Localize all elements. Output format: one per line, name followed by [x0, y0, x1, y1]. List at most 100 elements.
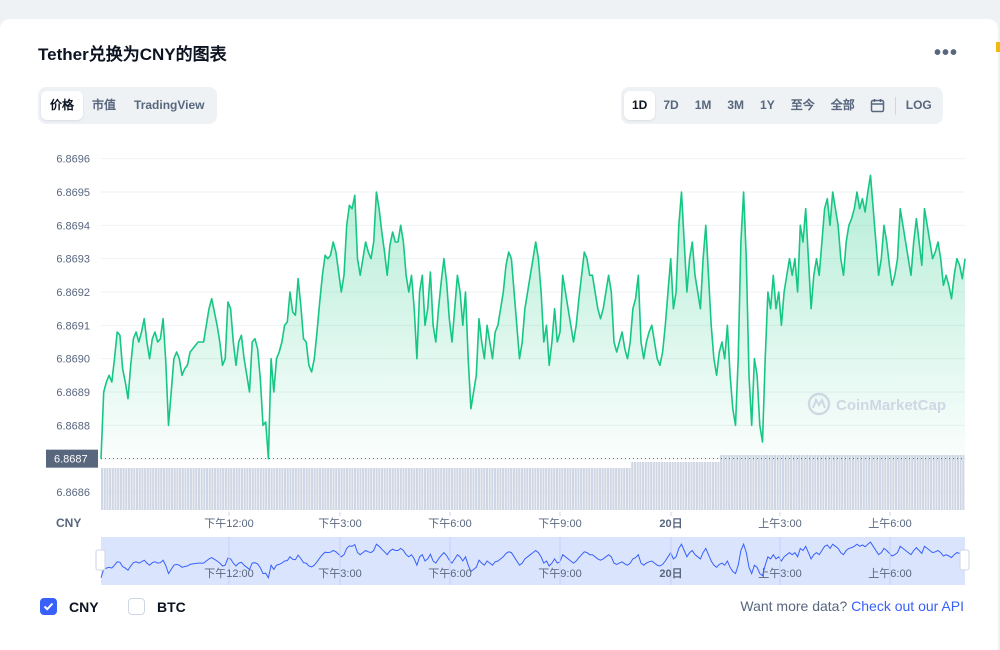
- volume-bar: [873, 455, 876, 510]
- more-icon[interactable]: •••: [934, 42, 959, 64]
- volume-bar: [173, 468, 176, 510]
- volume-bar: [133, 468, 136, 510]
- volume-bar: [876, 455, 879, 510]
- volume-bar: [520, 468, 523, 510]
- volume-bar: [130, 468, 133, 510]
- volume-bar: [149, 468, 152, 510]
- volume-bar: [275, 468, 279, 510]
- volume-bar: [547, 468, 550, 510]
- volume-bar: [246, 468, 249, 510]
- api-link[interactable]: Check out our API: [851, 598, 964, 614]
- volume-bar: [962, 455, 965, 510]
- navigator-handle-right[interactable]: [959, 549, 970, 571]
- tab-tradingview[interactable]: TradingView: [134, 98, 205, 112]
- volume-bar: [590, 468, 593, 510]
- tab-3m[interactable]: 3M: [727, 98, 745, 112]
- volume-bar: [593, 468, 596, 510]
- volume-bar: [195, 468, 198, 510]
- volume-bar: [870, 455, 873, 510]
- volume-bar: [450, 468, 453, 510]
- volume-bar: [720, 455, 723, 510]
- current-price-badge: 6.8687: [46, 449, 98, 468]
- volume-bar: [916, 455, 919, 510]
- volume-bar: [948, 455, 951, 510]
- volume-bar: [545, 468, 548, 510]
- volume-bar: [329, 468, 332, 510]
- volume-bar: [652, 462, 655, 510]
- volume-bar: [267, 468, 270, 510]
- checkbox-cny[interactable]: [40, 598, 57, 615]
- volume-bar: [746, 455, 750, 510]
- volume-bar: [903, 455, 906, 510]
- volume-bar: [555, 468, 558, 510]
- volume-bar: [765, 455, 768, 510]
- legend-btc[interactable]: BTC: [128, 598, 186, 615]
- log-toggle[interactable]: LOG: [905, 98, 932, 112]
- navigator-line: [100, 541, 966, 580]
- volume-bar: [348, 468, 351, 510]
- volume-bar: [865, 455, 868, 510]
- tab-1m[interactable]: 1M: [694, 98, 712, 112]
- volume-bar: [825, 455, 828, 510]
- volume-bar: [354, 468, 357, 510]
- volume-bar: [421, 468, 424, 510]
- volume-bar: [787, 455, 790, 510]
- volume-bar: [558, 468, 561, 510]
- volume-bar: [851, 455, 855, 510]
- tab-all[interactable]: 全部: [830, 98, 855, 112]
- tab-market-cap[interactable]: 市值: [92, 98, 117, 112]
- volume-bar: [582, 468, 585, 510]
- chart-type-tabs: 价格 市值 TradingView: [38, 87, 217, 124]
- tab-ytd[interactable]: 至今: [790, 98, 815, 112]
- volume-bar: [588, 468, 591, 510]
- volume-bar: [728, 455, 731, 510]
- navigator-handle-left[interactable]: [95, 549, 106, 571]
- tab-1d[interactable]: 1D: [624, 91, 656, 120]
- tab-1y[interactable]: 1Y: [760, 98, 775, 112]
- volume-bar: [138, 468, 141, 510]
- volume-bar: [219, 468, 222, 510]
- volume-bar: [693, 462, 696, 510]
- legend-label-btc: BTC: [157, 598, 186, 615]
- volume-bar: [639, 462, 642, 510]
- volume-bar: [679, 462, 682, 510]
- volume-bar: [345, 468, 349, 510]
- volume-bar: [666, 462, 669, 510]
- check-icon: [43, 602, 54, 611]
- range-navigator[interactable]: 下午12:00 下午3:00 下午6:00 下午9:00 20日 上午3:00 上午6:00: [95, 537, 970, 585]
- volume-bar: [959, 455, 962, 510]
- volume-bar: [526, 468, 529, 510]
- volume-bar: [849, 455, 852, 510]
- volume-bar: [803, 455, 806, 510]
- volume-bar: [141, 468, 144, 510]
- volume-bar: [905, 455, 908, 510]
- volume-bar: [203, 468, 206, 510]
- watermark: CoinMarketCap: [807, 392, 946, 416]
- volume-bar: [811, 455, 814, 510]
- y-tick-label: 6.8695: [56, 187, 90, 199]
- volume-bar: [117, 468, 120, 510]
- volume-bar: [305, 468, 308, 510]
- tab-7d[interactable]: 7D: [663, 98, 679, 112]
- x-axis: 下午12:00 下午3:00 下午6:00 下午9:00 20日 上午3:00 上午6:00: [204, 512, 912, 530]
- volume-bar: [951, 455, 954, 510]
- volume-bar: [300, 468, 303, 510]
- calendar-icon[interactable]: [863, 91, 893, 120]
- checkbox-btc[interactable]: [128, 598, 145, 615]
- volume-bar: [510, 468, 513, 510]
- volume-bar: [881, 455, 884, 510]
- volume-bar: [897, 455, 900, 510]
- volume-bar: [956, 455, 960, 510]
- x-tick-label: 下午12:00: [204, 517, 254, 530]
- tab-price[interactable]: 价格: [41, 91, 84, 120]
- x-tick-label: 下午9:00: [538, 517, 581, 530]
- volume-bar: [531, 468, 534, 510]
- volume-bar: [566, 468, 569, 510]
- volume-bar: [356, 468, 359, 510]
- legend-cny[interactable]: CNY: [40, 598, 99, 615]
- calendar-icon-glyph: [871, 99, 885, 113]
- volume-bar: [806, 455, 809, 510]
- volume-bar: [908, 455, 911, 510]
- volume-bar: [577, 468, 580, 510]
- volume-bar: [771, 455, 774, 510]
